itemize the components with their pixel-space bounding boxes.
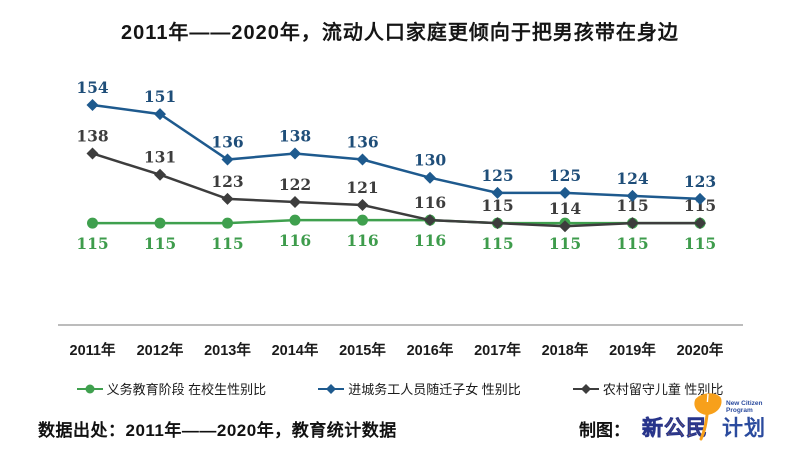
data-label-rural-left-behind-children: 121 <box>346 178 378 197</box>
series-marker-compulsory-education-enrolled <box>154 217 166 229</box>
series-marker-rural-left-behind-children <box>221 192 234 205</box>
x-axis-label: 2019年 <box>609 341 656 359</box>
data-label-migrant-workers-children: 125 <box>481 166 513 185</box>
series-marker-compulsory-education-enrolled <box>222 217 233 229</box>
data-label-compulsory-education-enrolled: 115 <box>616 234 648 253</box>
series-marker-rural-left-behind-children <box>626 217 639 230</box>
series-marker-rural-left-behind-children <box>289 195 301 208</box>
logo-text-cn-orange: 新公民 <box>642 417 708 441</box>
data-label-compulsory-education-enrolled: 116 <box>414 231 446 250</box>
series-marker-migrant-workers-children <box>694 192 706 205</box>
chart-legend: 义务教育阶段 在校生性别比 进城务工人员随迁子女 性别比 农村留守儿童 性别比 <box>0 379 800 398</box>
legend-item-rural-left-behind-children: 农村留守儿童 性别比 <box>572 379 724 398</box>
series-marker-migrant-workers-children <box>424 171 436 184</box>
legend-label: 义务教育阶段 在校生性别比 <box>106 382 267 397</box>
legend-marker-diamond-icon <box>318 383 345 394</box>
legend-marker-circle-icon <box>76 384 103 393</box>
chart-title: 2011年——2020年，流动人口家庭更倾向于把男孩带在身边 <box>121 22 679 44</box>
x-axis-label: 2011年 <box>70 341 116 359</box>
series-marker-migrant-workers-children <box>626 189 639 202</box>
footer: 数据出处：2011年——2020年，教育统计数据 制图： 新公民 New Cit… <box>38 391 774 445</box>
new-citizen-program-logo: 新公民 New Citizen Program 计划 <box>642 391 774 445</box>
data-label-compulsory-education-enrolled: 115 <box>684 234 716 253</box>
series-marker-rural-left-behind-children <box>559 220 571 233</box>
series-rural-left-behind-children: 138 131 123 122 121 116 115 114 115 115 <box>76 126 716 233</box>
series-marker-migrant-workers-children <box>221 153 234 166</box>
data-label-migrant-workers-children: 123 <box>684 172 716 191</box>
x-axis-label: 2018年 <box>542 341 589 359</box>
series-line-migrant-workers-children <box>92 103 701 201</box>
legend-marker-diamond-icon <box>572 383 599 394</box>
data-label-rural-left-behind-children: 123 <box>211 172 243 191</box>
data-label-migrant-workers-children: 130 <box>414 151 447 170</box>
series-line-rural-left-behind-children <box>92 152 700 228</box>
data-label-compulsory-education-enrolled: 116 <box>279 231 311 250</box>
data-label-migrant-workers-children: 136 <box>211 133 243 152</box>
data-label-compulsory-education-enrolled: 115 <box>144 234 176 253</box>
series-marker-migrant-workers-children <box>154 108 166 121</box>
x-axis-label: 2016年 <box>407 341 454 359</box>
data-label-rural-left-behind-children: 115 <box>684 196 716 215</box>
data-label-rural-left-behind-children: 114 <box>549 199 582 218</box>
series-marker-rural-left-behind-children <box>424 214 436 227</box>
data-label-compulsory-education-enrolled: 115 <box>76 234 108 253</box>
data-label-rural-left-behind-children: 115 <box>616 196 648 215</box>
data-label-migrant-workers-children: 154 <box>76 78 109 97</box>
series-marker-rural-left-behind-children <box>356 198 369 211</box>
data-label-rural-left-behind-children: 116 <box>414 193 446 212</box>
series-marker-compulsory-education-enrolled <box>357 214 368 226</box>
data-label-migrant-workers-children: 125 <box>549 166 581 185</box>
series-marker-migrant-workers-children <box>356 153 369 166</box>
data-label-compulsory-education-enrolled: 115 <box>211 234 243 253</box>
legend-item-compulsory-education-enrolled: 义务教育阶段 在校生性别比 <box>76 379 267 398</box>
data-label-migrant-workers-children: 136 <box>346 133 378 152</box>
credit-label: 制图： <box>579 421 630 440</box>
series-marker-migrant-workers-children <box>491 186 504 199</box>
data-label-migrant-workers-children: 124 <box>616 169 649 188</box>
series-marker-rural-left-behind-children <box>86 147 99 160</box>
credit-block: 制图： 新公民 New Citizen Program 计划 <box>579 391 774 445</box>
series-marker-rural-left-behind-children <box>154 168 166 181</box>
series-marker-migrant-workers-children <box>559 186 571 199</box>
series-compulsory-education-enrolled: 115 115 115 116 116 116 115 115 115 115 <box>76 214 716 253</box>
series-marker-rural-left-behind-children <box>491 217 504 230</box>
logo-text-cn-blue: 计划 <box>722 417 766 440</box>
series-marker-rural-left-behind-children <box>694 217 706 230</box>
x-axis-label: 2012年 <box>137 341 184 359</box>
data-label-rural-left-behind-children: 138 <box>76 126 108 145</box>
data-source-text: 数据出处：2011年——2020年，教育统计数据 <box>38 421 397 440</box>
series-marker-compulsory-education-enrolled <box>289 214 301 226</box>
x-axis-label: 2020年 <box>677 341 724 359</box>
data-label-compulsory-education-enrolled: 115 <box>481 234 513 253</box>
legend-label: 进城务工人员随迁子女 性别比 <box>348 382 521 397</box>
series-marker-migrant-workers-children <box>86 99 99 111</box>
data-label-rural-left-behind-children: 122 <box>279 175 311 194</box>
x-axis-label: 2017年 <box>474 341 521 359</box>
x-axis-label: 2014年 <box>272 341 319 359</box>
series-marker-migrant-workers-children <box>289 147 301 160</box>
legend-item-migrant-workers-children: 进城务工人员随迁子女 性别比 <box>318 379 521 398</box>
logo-text-en: New Citizen Program <box>726 400 763 415</box>
data-label-migrant-workers-children: 138 <box>279 126 311 145</box>
x-axis-label: 2013年 <box>204 341 251 359</box>
series-line-compulsory-education-enrolled <box>92 218 700 225</box>
data-label-migrant-workers-children: 151 <box>144 87 176 106</box>
ginkgo-leaf-icon <box>694 393 722 441</box>
series-marker-compulsory-education-enrolled <box>87 217 98 229</box>
data-label-rural-left-behind-children: 131 <box>144 148 176 167</box>
data-label-compulsory-education-enrolled: 116 <box>346 231 378 250</box>
legend-label: 农村留守儿童 性别比 <box>602 382 724 397</box>
data-label-rural-left-behind-children: 115 <box>481 196 513 215</box>
series-migrant-workers-children: 154 151 136 138 136 130 125 125 124 123 <box>76 78 716 205</box>
data-label-compulsory-education-enrolled: 115 <box>549 234 581 253</box>
x-axis-label: 2015年 <box>339 341 386 359</box>
